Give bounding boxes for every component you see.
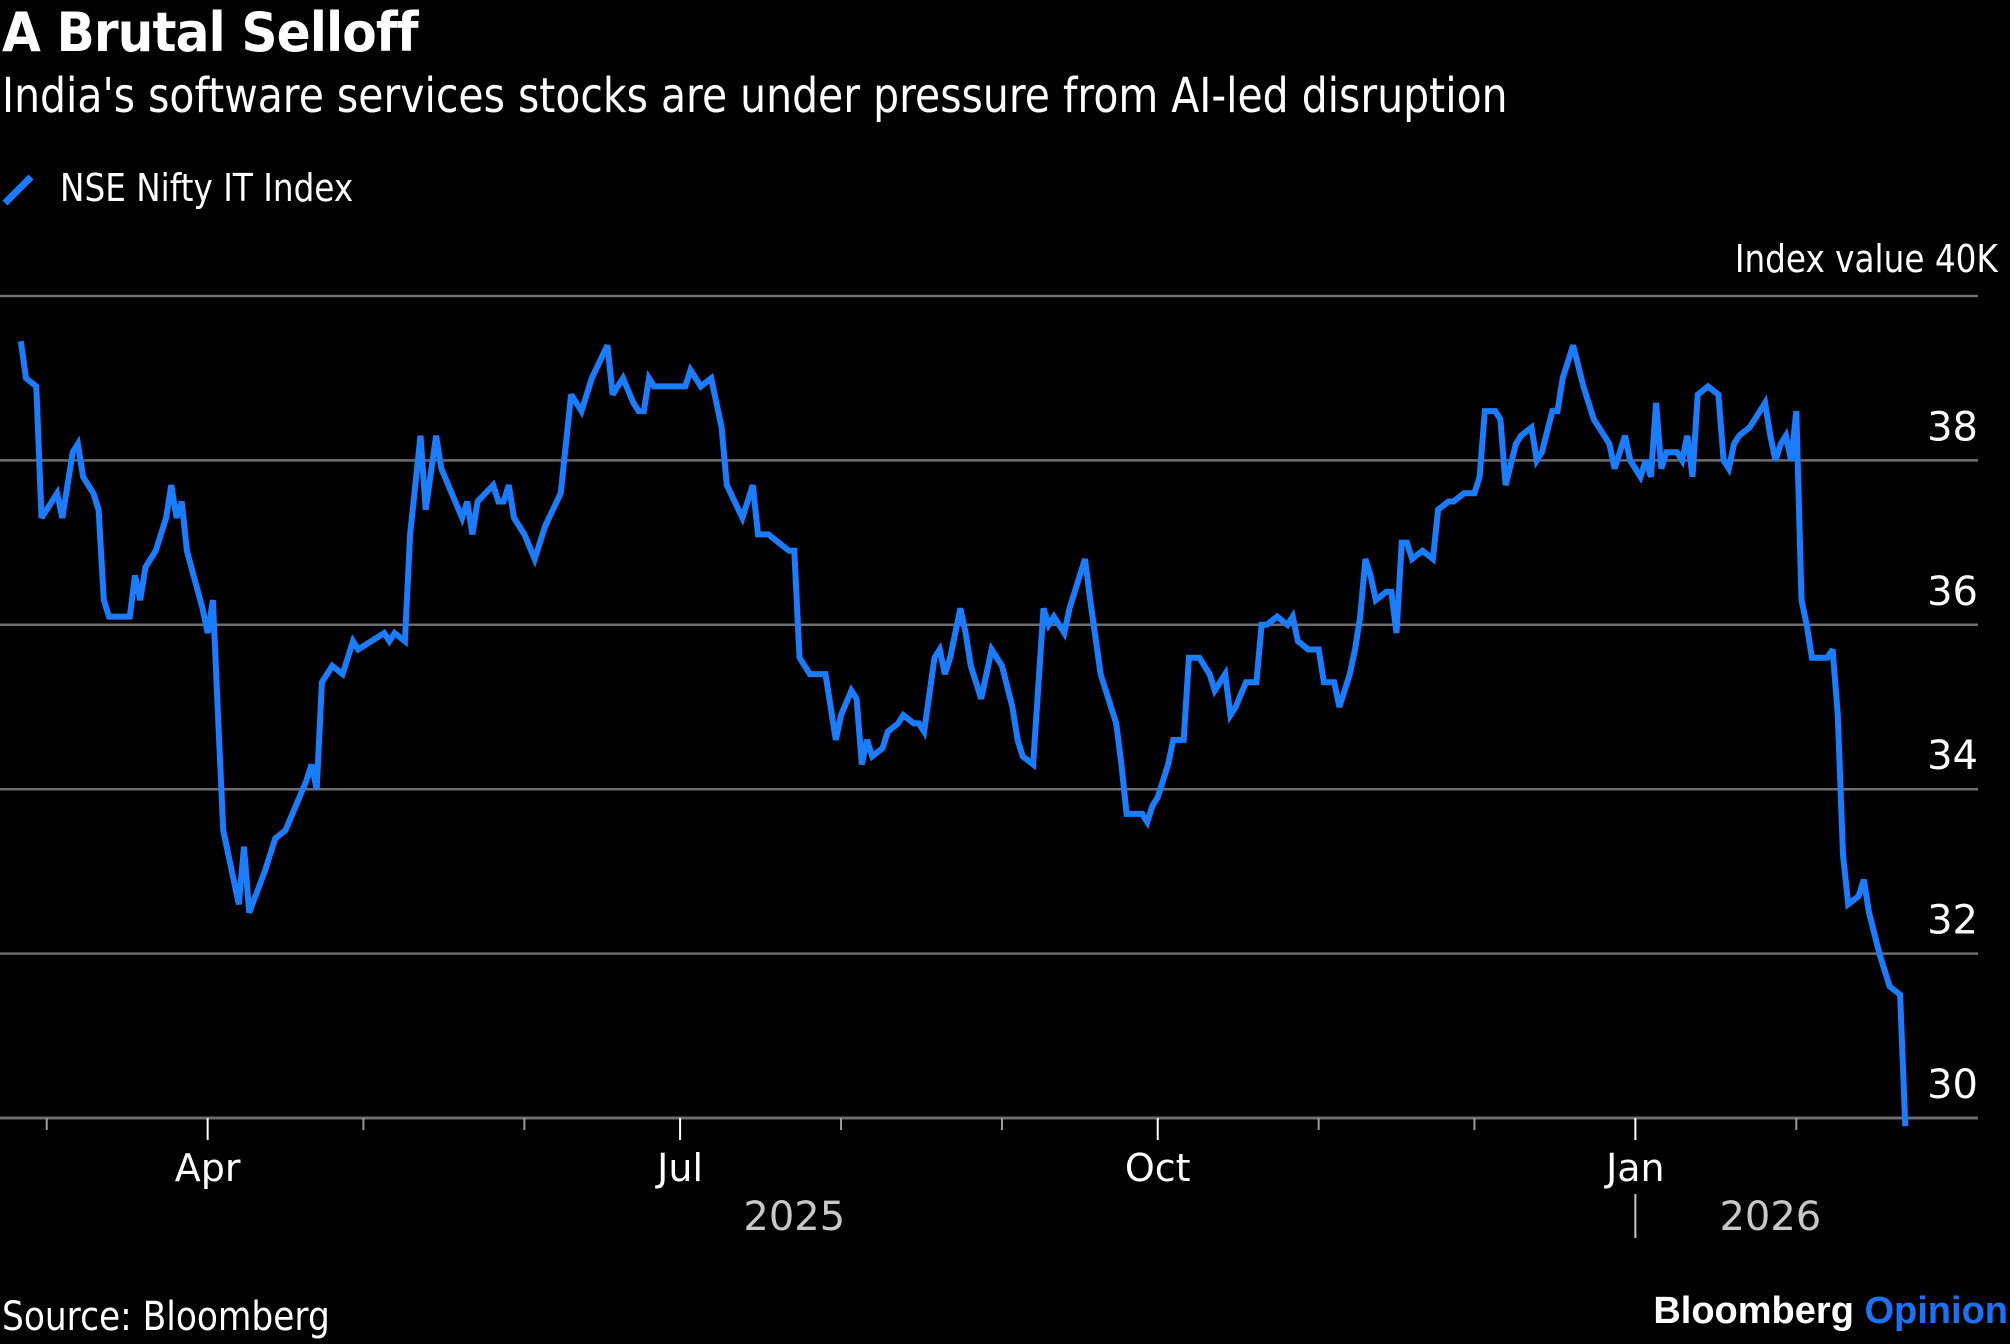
x-tick-label: Jan [1604,1146,1665,1190]
legend-label: NSE Nifty IT Index [60,166,354,210]
chart-subtitle: India's software services stocks are und… [2,68,1508,124]
y-tick-label: 36 [1927,569,1978,615]
year-label: 2026 [1719,1194,1821,1240]
x-axis: Apr Jul Oct Jan 2025 2026 [45,1118,1821,1240]
y-axis-unit-label: Index value 40K [1734,237,1998,281]
y-tick-label: 38 [1927,404,1978,450]
series-line-nse-nifty-it [17,340,1909,1127]
year-label: 2025 [743,1194,845,1240]
brand-secondary: Opinion [1864,1290,2008,1332]
brand-primary: Bloomberg [1653,1290,1854,1332]
x-tick-label: Oct [1125,1146,1191,1190]
source-note: Source: Bloomberg [2,1294,330,1340]
x-tick-label: Apr [175,1146,241,1190]
chart-title: A Brutal Selloff [2,1,419,64]
gridlines [0,294,1978,1120]
y-tick-label: 34 [1927,733,1978,779]
legend: NSE Nifty IT Index [0,163,401,213]
diagonal-line-swatch-icon [0,168,40,208]
y-tick-label: 32 [1927,898,1978,944]
brand-logo: Bloomberg Opinion [1653,1288,2008,1334]
y-tick-label: 30 [1927,1062,1978,1108]
y-axis-labels: 38 36 34 32 30 [1927,404,1978,1108]
series-layer [17,340,1909,1127]
x-tick-label: Jul [655,1146,703,1190]
